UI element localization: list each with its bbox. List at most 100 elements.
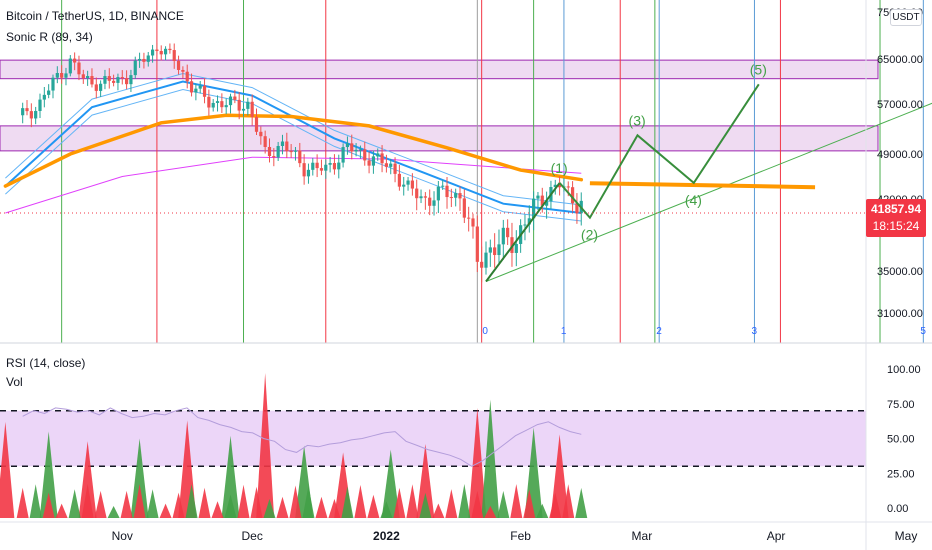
orange-level-line <box>589 181 816 190</box>
candle-body <box>263 136 267 147</box>
candle-body <box>328 163 332 165</box>
candle-body <box>527 218 531 225</box>
candle-body <box>34 110 38 119</box>
sonic-r-legend[interactable]: Sonic R (89, 34) <box>6 30 93 44</box>
currency-badge[interactable]: USDT <box>890 9 922 26</box>
candle-body <box>488 247 492 253</box>
candle-body <box>371 156 376 166</box>
volume-bump <box>445 489 458 518</box>
candle-body <box>202 85 207 97</box>
candle-body <box>532 198 536 219</box>
candle-body <box>120 77 124 79</box>
volume-bump <box>42 492 55 518</box>
candle-body <box>419 196 423 199</box>
rsi-legend[interactable]: RSI (14, close) <box>6 356 86 370</box>
wave-label: (3) <box>629 112 646 128</box>
candle-body <box>428 197 432 206</box>
volume-bump <box>575 487 588 518</box>
candle-body <box>125 78 129 85</box>
time-tick-label: Feb <box>510 529 531 543</box>
rsi-line <box>22 407 582 467</box>
price-tick-label: 31000.00 <box>877 308 923 320</box>
volume-bump <box>367 494 380 518</box>
volume-bump <box>276 496 289 518</box>
candle-body <box>280 141 285 146</box>
volume-peak <box>130 438 149 518</box>
volume-peak <box>381 449 400 518</box>
price-tick-label: 57000.00 <box>877 99 923 111</box>
candle-body <box>29 111 33 119</box>
candle-body <box>367 160 371 166</box>
price-candles <box>21 43 583 283</box>
volume-bump <box>211 501 224 518</box>
candle-body <box>276 145 280 158</box>
candle-body <box>194 88 198 93</box>
candle-body <box>81 74 85 79</box>
candle-body <box>423 196 427 198</box>
indicator-lines <box>3 72 584 222</box>
candle-body <box>176 60 181 70</box>
volume-bump <box>484 505 497 518</box>
candle-body <box>285 141 289 152</box>
candle-body <box>272 156 276 158</box>
time-tick-label: Apr <box>767 529 786 543</box>
candle-body <box>155 49 159 52</box>
candle-body <box>25 108 29 112</box>
volume-bump <box>159 503 172 518</box>
last-price-tag: 41857.94 18:15:24 <box>866 199 926 237</box>
rsi-tick-label: 75.00 <box>887 399 915 411</box>
rsi-tick-label: 50.00 <box>887 434 915 446</box>
volume-bump <box>107 505 120 518</box>
candle-body <box>471 218 475 227</box>
candle-body <box>458 193 462 199</box>
candle-body <box>350 143 354 152</box>
candle-body <box>112 80 116 83</box>
cycle-count-label: 2 <box>656 326 662 337</box>
candle-body <box>540 195 544 206</box>
price-tick-label: 65000.00 <box>877 54 923 66</box>
ema34-band-upper <box>5 72 582 206</box>
candle-body <box>536 195 540 199</box>
candle-body <box>432 200 436 206</box>
candle-body <box>107 76 111 81</box>
candle-body <box>55 73 59 78</box>
candle-body <box>410 180 414 189</box>
bar-countdown: 18:15:24 <box>872 219 920 233</box>
candle-body <box>68 58 72 74</box>
candle-body <box>380 153 384 164</box>
candle-body <box>445 185 449 198</box>
volume-bump <box>549 492 562 518</box>
rsi-band <box>0 410 866 467</box>
candle-body <box>575 203 579 214</box>
candle-body <box>168 48 172 51</box>
volume-bump <box>237 484 250 518</box>
cycle-count-label: 5 <box>920 326 926 337</box>
candle-body <box>189 81 194 93</box>
candle-body <box>137 58 142 61</box>
candle-body <box>259 131 263 137</box>
candle-body <box>570 187 575 204</box>
candle-body <box>146 55 150 62</box>
volume-bump <box>68 489 81 518</box>
wave-label: (4) <box>685 192 702 208</box>
volume-bump <box>471 490 484 518</box>
candle-body <box>133 60 137 76</box>
candle-body <box>497 244 501 256</box>
volume-bump <box>432 503 445 518</box>
candle-body <box>47 90 51 95</box>
wave-label: (5) <box>750 61 767 77</box>
candle-body <box>228 96 233 106</box>
volume-bump <box>536 503 549 518</box>
time-tick-label: 2022 <box>373 529 400 543</box>
vol-legend[interactable]: Vol <box>6 375 23 389</box>
candle-body <box>224 105 228 108</box>
volume-peak <box>221 435 240 518</box>
candle-body <box>311 162 315 170</box>
candle-body <box>558 184 562 188</box>
candle-body <box>60 73 64 78</box>
candle-body <box>233 96 237 100</box>
candle-body <box>354 149 358 152</box>
candle-body <box>514 243 518 253</box>
ma-line-magenta <box>5 156 582 214</box>
